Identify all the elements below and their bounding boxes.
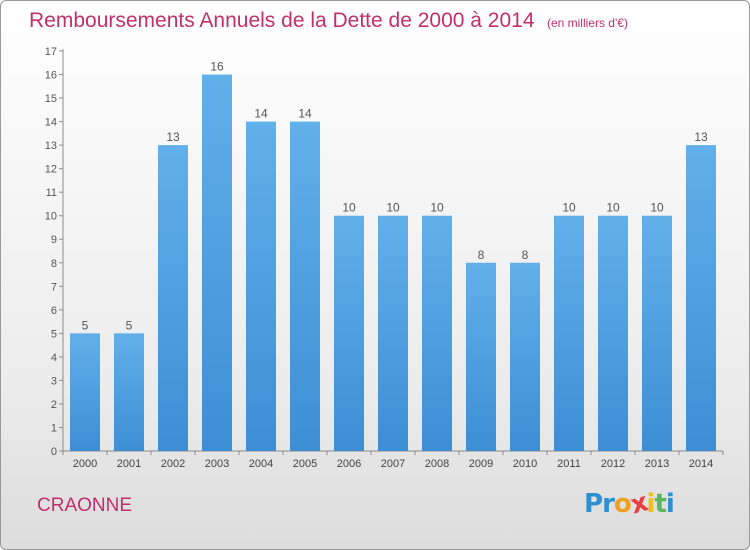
y-tick-label: 3 <box>51 375 57 387</box>
x-tick-label: 2010 <box>513 458 537 470</box>
data-label: 14 <box>298 107 312 121</box>
data-label: 10 <box>562 201 576 215</box>
data-label: 13 <box>166 130 180 144</box>
bar <box>686 145 716 451</box>
place-name: CRAONNE <box>37 495 133 516</box>
logo-letter: r <box>602 489 615 519</box>
x-tick-label: 2005 <box>293 458 317 470</box>
x-tick-label: 2007 <box>381 458 405 470</box>
logo-letter: t <box>654 489 666 519</box>
data-label: 5 <box>82 318 89 332</box>
data-label: 10 <box>386 201 400 215</box>
y-tick-label: 7 <box>51 281 57 293</box>
logo-letter: P <box>584 489 603 519</box>
x-tick-label: 2009 <box>469 458 493 470</box>
bar <box>642 215 672 451</box>
logo-letter: i <box>665 489 675 519</box>
y-tick-label: 2 <box>51 399 57 411</box>
x-tick-label: 2000 <box>73 458 97 470</box>
data-label: 10 <box>430 201 444 215</box>
y-tick-label: 17 <box>45 46 57 58</box>
y-tick-label: 1 <box>51 422 57 434</box>
bar <box>114 333 144 451</box>
data-label: 10 <box>342 201 356 215</box>
data-label: 13 <box>694 130 708 144</box>
x-tick-label: 2011 <box>557 458 581 470</box>
y-tick-label: 5 <box>51 328 57 340</box>
data-label: 8 <box>478 248 485 262</box>
chart-unit-label: (en milliers d'€) <box>546 16 628 30</box>
y-tick-label: 9 <box>51 234 57 246</box>
y-tick-label: 12 <box>45 164 57 176</box>
x-tick-label: 2012 <box>601 458 625 470</box>
logo-letter: o <box>613 489 632 519</box>
logo-letter: i <box>646 489 656 519</box>
x-tick-label: 2003 <box>205 458 229 470</box>
data-label: 8 <box>522 248 529 262</box>
x-tick-label: 2002 <box>161 458 185 470</box>
bar <box>554 215 584 451</box>
data-label: 16 <box>210 60 224 74</box>
x-tick-label: 2004 <box>249 458 273 470</box>
x-tick-label: 2014 <box>689 458 713 470</box>
y-tick-label: 8 <box>51 258 57 270</box>
y-tick-label: 6 <box>51 305 57 317</box>
y-tick-label: 14 <box>45 117 57 129</box>
x-tick-label: 2006 <box>337 458 361 470</box>
bar <box>290 121 320 452</box>
bar <box>598 215 628 451</box>
y-tick-label: 4 <box>51 352 57 364</box>
y-tick-label: 0 <box>51 446 57 458</box>
data-label: 10 <box>606 201 620 215</box>
data-label: 14 <box>254 107 268 121</box>
bar <box>378 215 408 451</box>
y-tick-label: 16 <box>45 70 57 82</box>
y-tick-label: 15 <box>45 93 57 105</box>
bar <box>422 215 452 451</box>
bar <box>466 262 496 451</box>
x-tick-label: 2013 <box>645 458 669 470</box>
data-label: 10 <box>650 201 664 215</box>
bar <box>334 215 364 451</box>
chart-title-text: Remboursements Annuels de la Dette de 20… <box>29 9 535 32</box>
bar <box>158 145 188 451</box>
y-tick-label: 10 <box>45 211 57 223</box>
bar <box>246 121 276 452</box>
data-label: 5 <box>126 318 133 332</box>
chart-title: Remboursements Annuels de la Dette de 20… <box>29 9 628 33</box>
bar <box>70 333 100 451</box>
x-tick-label: 2008 <box>425 458 449 470</box>
bar <box>202 74 232 451</box>
x-tick-label: 2001 <box>117 458 141 470</box>
y-tick-label: 13 <box>45 140 57 152</box>
y-tick-label: 11 <box>46 187 57 199</box>
bar <box>510 262 540 451</box>
